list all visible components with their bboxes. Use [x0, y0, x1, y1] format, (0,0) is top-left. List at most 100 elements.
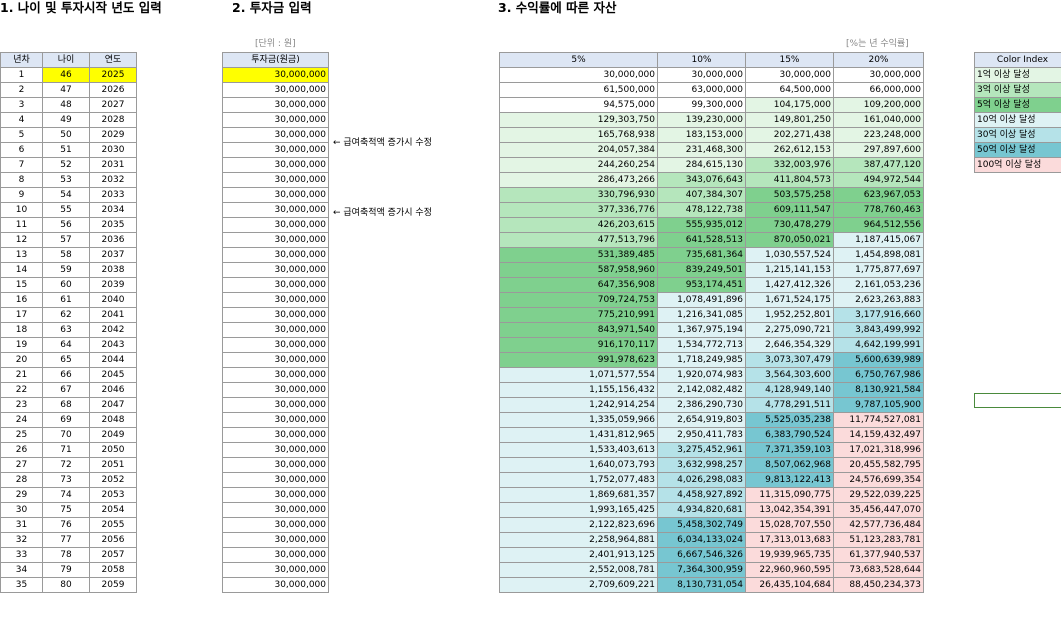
year-cell[interactable]: 2053 — [89, 487, 137, 503]
asset-value-cell[interactable]: 477,513,796 — [499, 232, 658, 248]
principal-cell[interactable]: 30,000,000 — [222, 532, 329, 548]
asset-value-cell[interactable]: 64,500,000 — [745, 82, 834, 98]
asset-value-cell[interactable]: 870,050,021 — [745, 232, 834, 248]
asset-value-cell[interactable]: 778,760,463 — [833, 202, 924, 218]
year-index-cell[interactable]: 32 — [0, 532, 43, 548]
asset-value-cell[interactable]: 4,934,820,681 — [657, 502, 746, 518]
age-cell[interactable]: 70 — [42, 427, 90, 443]
year-cell[interactable]: 2044 — [89, 352, 137, 368]
asset-value-cell[interactable]: 411,804,573 — [745, 172, 834, 188]
asset-value-cell[interactable]: 7,364,300,959 — [657, 562, 746, 578]
year-cell[interactable]: 2031 — [89, 157, 137, 173]
year-index-cell[interactable]: 6 — [0, 142, 43, 158]
asset-value-cell[interactable]: 387,477,120 — [833, 157, 924, 173]
year-cell[interactable]: 2050 — [89, 442, 137, 458]
asset-value-cell[interactable]: 3,073,307,479 — [745, 352, 834, 368]
asset-value-cell[interactable]: 2,646,354,329 — [745, 337, 834, 353]
asset-value-cell[interactable]: 223,248,000 — [833, 127, 924, 143]
asset-value-cell[interactable]: 1,335,059,966 — [499, 412, 658, 428]
asset-value-cell[interactable]: 231,468,300 — [657, 142, 746, 158]
year-cell[interactable]: 2028 — [89, 112, 137, 128]
asset-value-cell[interactable]: 4,128,949,140 — [745, 382, 834, 398]
asset-value-cell[interactable]: 735,681,364 — [657, 247, 746, 263]
year-index-cell[interactable]: 17 — [0, 307, 43, 323]
asset-value-cell[interactable]: 1,534,772,713 — [657, 337, 746, 353]
year-cell[interactable]: 2048 — [89, 412, 137, 428]
principal-cell[interactable]: 30,000,000 — [222, 487, 329, 503]
age-cell[interactable]: 68 — [42, 397, 90, 413]
year-index-cell[interactable]: 28 — [0, 472, 43, 488]
year-index-cell[interactable]: 35 — [0, 577, 43, 593]
asset-value-cell[interactable]: 377,336,776 — [499, 202, 658, 218]
year-index-cell[interactable]: 10 — [0, 202, 43, 218]
asset-value-cell[interactable]: 11,315,090,775 — [745, 487, 834, 503]
age-cell[interactable]: 65 — [42, 352, 90, 368]
year-cell[interactable]: 2040 — [89, 292, 137, 308]
asset-value-cell[interactable]: 6,667,546,326 — [657, 547, 746, 563]
asset-value-cell[interactable]: 2,258,964,881 — [499, 532, 658, 548]
year-cell[interactable]: 2042 — [89, 322, 137, 338]
asset-value-cell[interactable]: 426,203,615 — [499, 217, 658, 233]
asset-value-cell[interactable]: 4,026,298,083 — [657, 472, 746, 488]
year-cell[interactable]: 2043 — [89, 337, 137, 353]
year-cell[interactable]: 2054 — [89, 502, 137, 518]
year-cell[interactable]: 2035 — [89, 217, 137, 233]
asset-value-cell[interactable]: 609,111,547 — [745, 202, 834, 218]
year-index-cell[interactable]: 31 — [0, 517, 43, 533]
principal-cell[interactable]: 30,000,000 — [222, 277, 329, 293]
asset-value-cell[interactable]: 13,042,354,391 — [745, 502, 834, 518]
asset-value-cell[interactable]: 204,057,384 — [499, 142, 658, 158]
principal-cell[interactable]: 30,000,000 — [222, 427, 329, 443]
asset-value-cell[interactable]: 843,971,540 — [499, 322, 658, 338]
asset-value-cell[interactable]: 1,752,077,483 — [499, 472, 658, 488]
asset-value-cell[interactable]: 109,200,000 — [833, 97, 924, 113]
asset-value-cell[interactable]: 1,242,914,254 — [499, 397, 658, 413]
principal-cell[interactable]: 30,000,000 — [222, 232, 329, 248]
year-index-cell[interactable]: 34 — [0, 562, 43, 578]
asset-value-cell[interactable]: 2,709,609,221 — [499, 577, 658, 593]
age-cell[interactable]: 63 — [42, 322, 90, 338]
asset-value-cell[interactable]: 165,768,938 — [499, 127, 658, 143]
asset-value-cell[interactable]: 964,512,556 — [833, 217, 924, 233]
age-cell[interactable]: 61 — [42, 292, 90, 308]
asset-value-cell[interactable]: 4,458,927,892 — [657, 487, 746, 503]
selected-cell[interactable] — [974, 393, 1061, 408]
year-index-cell[interactable]: 3 — [0, 97, 43, 113]
age-cell[interactable]: 55 — [42, 202, 90, 218]
asset-value-cell[interactable]: 647,356,908 — [499, 277, 658, 293]
principal-cell[interactable]: 30,000,000 — [222, 172, 329, 188]
asset-value-cell[interactable]: 555,935,012 — [657, 217, 746, 233]
asset-value-cell[interactable]: 1,431,812,965 — [499, 427, 658, 443]
year-index-cell[interactable]: 4 — [0, 112, 43, 128]
age-cell[interactable]: 80 — [42, 577, 90, 593]
asset-value-cell[interactable]: 24,576,699,354 — [833, 472, 924, 488]
asset-value-cell[interactable]: 26,435,104,684 — [745, 577, 834, 593]
asset-value-cell[interactable]: 1,187,415,067 — [833, 232, 924, 248]
year-index-cell[interactable]: 33 — [0, 547, 43, 563]
year-index-cell[interactable]: 26 — [0, 442, 43, 458]
principal-cell[interactable]: 30,000,000 — [222, 352, 329, 368]
age-cell[interactable]: 77 — [42, 532, 90, 548]
asset-value-cell[interactable]: 284,615,130 — [657, 157, 746, 173]
asset-value-cell[interactable]: 6,750,767,986 — [833, 367, 924, 383]
asset-value-cell[interactable]: 94,575,000 — [499, 97, 658, 113]
principal-cell[interactable]: 30,000,000 — [222, 322, 329, 338]
principal-cell[interactable]: 30,000,000 — [222, 127, 329, 143]
year-index-cell[interactable]: 18 — [0, 322, 43, 338]
asset-value-cell[interactable]: 1,155,156,432 — [499, 382, 658, 398]
year-cell[interactable]: 2047 — [89, 397, 137, 413]
asset-value-cell[interactable]: 73,683,528,644 — [833, 562, 924, 578]
asset-value-cell[interactable]: 61,500,000 — [499, 82, 658, 98]
age-cell[interactable]: 76 — [42, 517, 90, 533]
age-cell[interactable]: 58 — [42, 247, 90, 263]
asset-value-cell[interactable]: 1,718,249,985 — [657, 352, 746, 368]
asset-value-cell[interactable]: 623,967,053 — [833, 187, 924, 203]
asset-value-cell[interactable]: 953,174,451 — [657, 277, 746, 293]
asset-value-cell[interactable]: 15,028,707,550 — [745, 517, 834, 533]
asset-value-cell[interactable]: 3,275,452,961 — [657, 442, 746, 458]
asset-value-cell[interactable]: 343,076,643 — [657, 172, 746, 188]
year-index-cell[interactable]: 25 — [0, 427, 43, 443]
asset-value-cell[interactable]: 7,371,359,103 — [745, 442, 834, 458]
year-cell[interactable]: 2056 — [89, 532, 137, 548]
asset-value-cell[interactable]: 262,612,153 — [745, 142, 834, 158]
